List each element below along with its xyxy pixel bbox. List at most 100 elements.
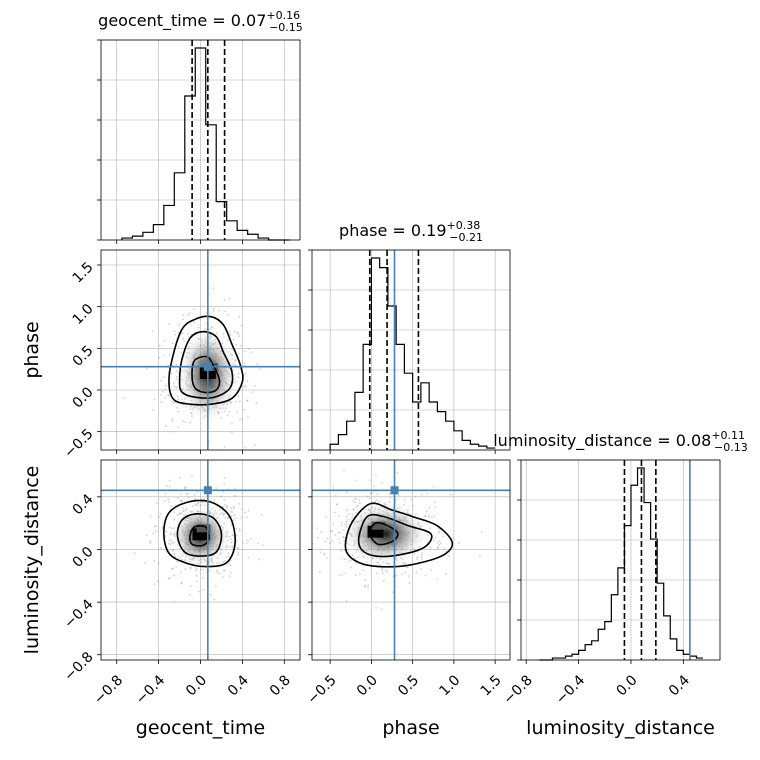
sample-point <box>480 530 483 533</box>
sample-point <box>227 552 230 555</box>
sample-point <box>161 528 164 531</box>
sample-point <box>133 552 136 555</box>
sample-point <box>193 498 196 500</box>
sample-point <box>366 495 368 498</box>
sample-point <box>238 502 241 505</box>
sample-point <box>180 582 183 585</box>
sample-point <box>414 495 417 498</box>
sample-point <box>445 573 447 575</box>
histogram-bar-geocent_time <box>227 221 237 240</box>
histogram-bar-phase <box>371 258 379 450</box>
sample-point <box>226 313 229 316</box>
sample-point <box>237 394 240 397</box>
sample-point <box>392 591 394 594</box>
sample-point <box>145 534 148 537</box>
y-axis-label-luminosity_distance: luminosity_distance <box>21 466 43 655</box>
sample-point <box>177 497 180 499</box>
sample-point <box>433 501 436 503</box>
histogram-bar-phase <box>413 402 421 450</box>
sample-point <box>223 477 226 480</box>
sample-point <box>319 551 322 554</box>
contour-level-3 <box>368 521 399 546</box>
sample-point <box>479 555 481 557</box>
sample-point <box>348 560 350 563</box>
sample-point <box>375 473 377 476</box>
sample-point <box>341 557 344 560</box>
sample-point <box>149 542 152 544</box>
sample-point <box>222 506 225 508</box>
sample-point <box>167 577 170 580</box>
sample-point <box>149 515 152 518</box>
panel-frame-geocent_time-vs-luminosity_distance <box>100 459 301 661</box>
sample-point <box>228 562 231 565</box>
histogram-bar-luminosity_distance <box>631 485 638 660</box>
contour-level-2 <box>357 513 433 558</box>
histogram-bar-luminosity_distance <box>592 641 599 660</box>
sample-point <box>215 487 218 490</box>
sample-point <box>403 499 406 502</box>
sample-point <box>234 517 237 520</box>
sample-point <box>163 388 166 391</box>
sample-point <box>212 287 215 290</box>
sample-point <box>230 510 233 512</box>
sample-point <box>145 367 148 370</box>
sample-point <box>448 555 450 557</box>
histogram-bar-geocent_time <box>195 48 205 240</box>
sample-point <box>157 580 159 583</box>
sample-point <box>235 401 237 403</box>
sample-point <box>172 431 174 433</box>
sample-point <box>213 499 216 502</box>
sample-point <box>355 506 358 509</box>
tick-label-phase: −0.5 <box>304 672 339 707</box>
sample-point <box>181 499 184 502</box>
tick-label-phase: 1.5 <box>70 259 97 286</box>
sample-point <box>246 380 249 383</box>
sample-point <box>202 501 204 504</box>
truth-marker <box>203 362 212 371</box>
sample-point <box>168 576 171 579</box>
sample-point <box>244 372 247 375</box>
sample-point <box>233 507 235 510</box>
sample-point <box>164 492 167 495</box>
density-core <box>196 524 211 533</box>
sample-point <box>244 385 247 388</box>
sample-point <box>235 343 237 346</box>
sample-point <box>438 530 441 533</box>
sample-point <box>355 479 358 482</box>
sample-point <box>354 497 356 500</box>
sample-point <box>415 571 418 574</box>
sample-point <box>389 496 392 499</box>
sample-point <box>179 493 182 495</box>
panel-frame-geocent_time-vs-phase <box>100 249 301 451</box>
sample-point <box>425 510 428 513</box>
sample-point <box>424 515 427 518</box>
sample-point <box>172 385 175 388</box>
sample-point <box>167 394 170 397</box>
sample-point <box>440 542 442 545</box>
sample-point <box>234 494 237 497</box>
sample-point <box>340 549 343 552</box>
sample-point <box>368 497 371 500</box>
sample-point <box>241 418 244 421</box>
contour-level-3 <box>191 355 221 394</box>
sample-point <box>239 517 242 519</box>
sample-point <box>428 507 431 509</box>
sample-point <box>181 332 184 335</box>
sample-point <box>344 558 346 560</box>
sample-point <box>407 575 410 577</box>
sample-point <box>337 531 340 534</box>
sample-point <box>165 550 168 553</box>
sample-point <box>182 318 184 321</box>
sample-point <box>420 556 423 558</box>
histogram-bar-geocent_time <box>174 173 184 240</box>
tick-label-phase: 0.0 <box>354 672 381 699</box>
sample-point <box>177 426 180 429</box>
sample-point <box>160 547 163 550</box>
sample-point <box>429 569 432 571</box>
sample-point <box>332 485 335 488</box>
sample-point <box>175 363 178 366</box>
sample-point <box>247 416 249 418</box>
sample-point <box>235 527 238 530</box>
sample-point <box>424 515 427 517</box>
sample-point <box>182 507 185 509</box>
